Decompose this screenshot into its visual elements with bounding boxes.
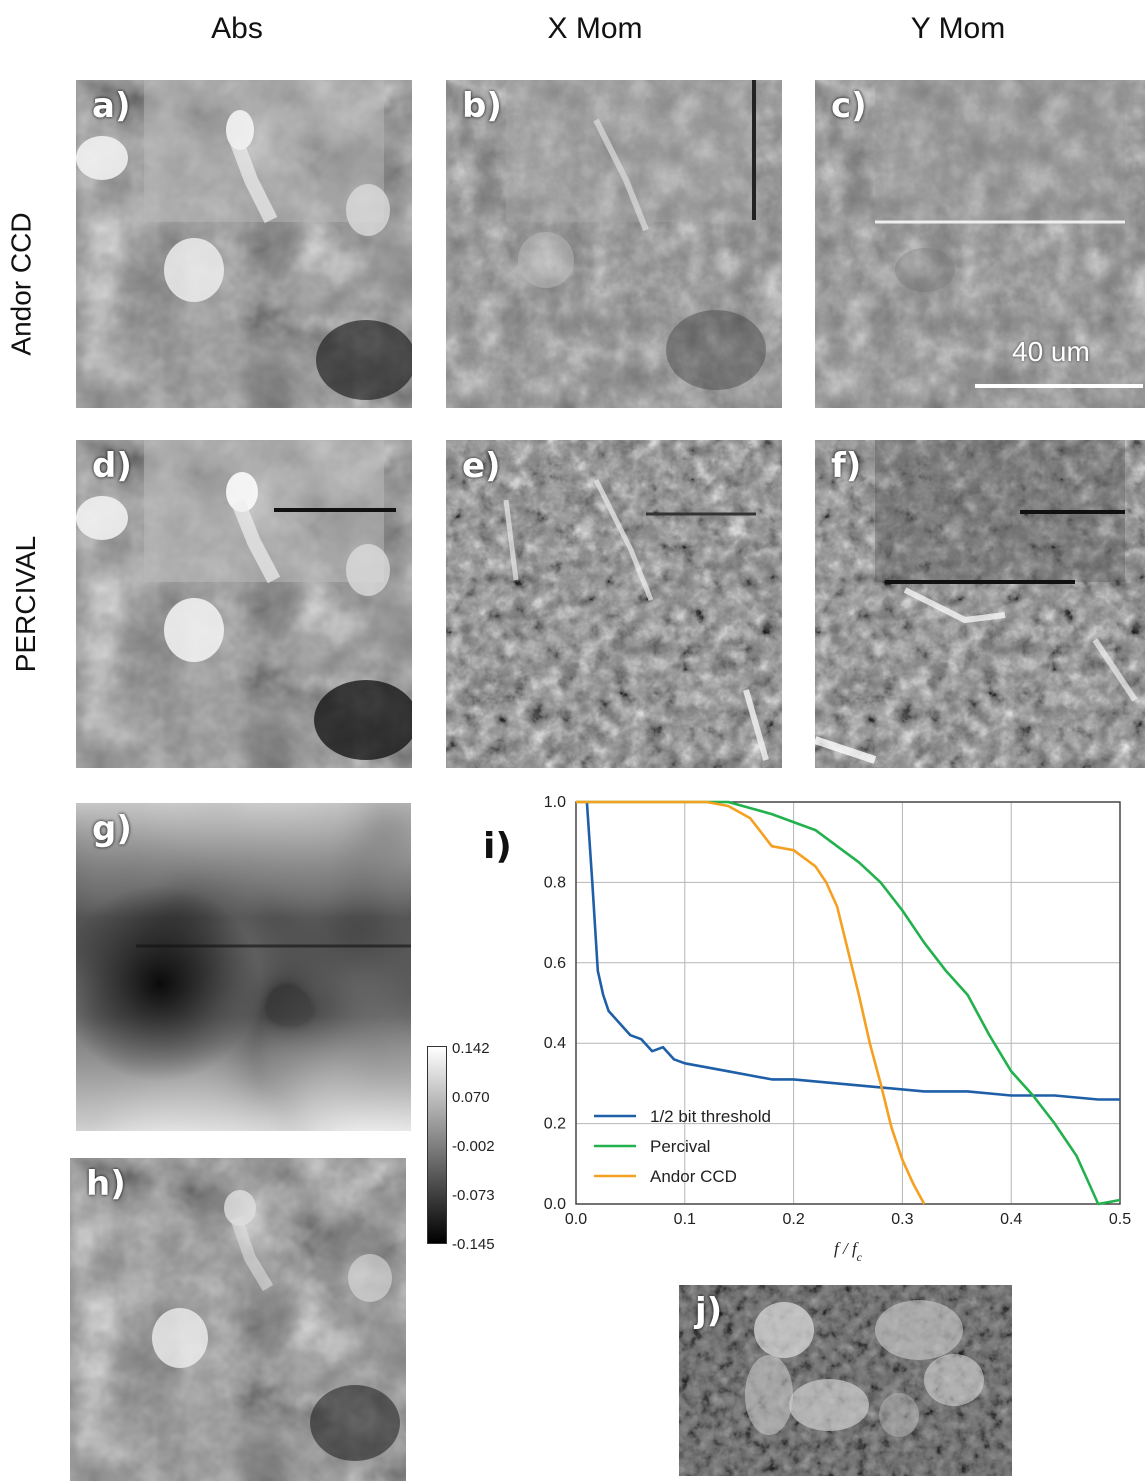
colorbar-tick-0: 0.142: [452, 1040, 490, 1057]
panel-label-j: j): [695, 1291, 723, 1331]
x-tick-label: 0.3: [891, 1211, 913, 1228]
series-line-andor-ccd: [576, 800, 926, 1205]
x-tick-label: 0.2: [782, 1211, 804, 1228]
panel-a-andor-abs: a): [76, 80, 412, 408]
row-heading-percival-text: PERCIVAL: [10, 535, 42, 673]
series-line-percival: [576, 800, 1121, 1206]
panel-label-h: h): [86, 1164, 126, 1204]
panel-d-percival-abs: d): [76, 440, 412, 768]
x-tick-label: 0.0: [565, 1211, 587, 1228]
y-tick-label: 0.0: [544, 1196, 566, 1213]
plot-frame-border: [575, 801, 1121, 1205]
panel-h-corrected-map: h): [70, 1158, 406, 1481]
row-heading-percival: PERCIVAL: [0, 536, 60, 672]
scalebar: [975, 384, 1143, 388]
panel-label-a: a): [92, 86, 131, 126]
y-tick-label: 1.0: [544, 794, 566, 811]
column-heading-x-mom: X Mom: [547, 12, 643, 45]
column-heading-y-mom: Y Mom: [910, 12, 1006, 45]
panel-e-percival-xmom: e): [446, 440, 782, 768]
y-tick-label: 0.4: [544, 1035, 566, 1052]
series-line-1-2-bit-threshold: [585, 801, 1120, 1101]
x-axis-label: f / fc: [834, 1239, 863, 1264]
y-tick-label: 0.6: [544, 955, 566, 972]
panel-label-g: g): [92, 809, 132, 849]
panel-a-image: [76, 80, 412, 408]
row-heading-andor-ccd-text: Andor CCD: [5, 212, 37, 356]
colorbar-tick-3: -0.073: [452, 1187, 495, 1204]
panel-label-d: d): [92, 446, 132, 486]
panel-c-image: [815, 80, 1145, 408]
panel-label-b: b): [462, 86, 502, 126]
panel-b-image: [446, 80, 782, 408]
column-heading-abs: Abs: [211, 12, 263, 45]
row-heading-andor-ccd: Andor CCD: [0, 212, 60, 355]
panel-d-image: [76, 440, 412, 768]
y-tick-label: 0.8: [544, 874, 566, 891]
legend-label: Andor CCD: [650, 1167, 737, 1186]
x-tick-label: 0.5: [1109, 1211, 1131, 1228]
panel-h-image: [70, 1158, 406, 1481]
panel-c-andor-ymom: c) 40 um: [815, 80, 1145, 408]
panel-b-andor-xmom: b): [446, 80, 782, 408]
colorbar-tick-2: -0.002: [452, 1138, 495, 1155]
legend-label: 1/2 bit threshold: [650, 1107, 771, 1126]
panel-label-i: i): [483, 826, 512, 867]
panel-label-f: f): [831, 446, 862, 486]
panel-g-smooth-map: g): [76, 803, 411, 1131]
panel-j-difference-map: j): [679, 1285, 1012, 1476]
panel-j-image: [679, 1285, 1012, 1476]
panel-e-image: [446, 440, 782, 768]
panel-label-e: e): [462, 446, 501, 486]
colorbar-tick-4: -0.145: [452, 1236, 495, 1253]
plot-frame: [575, 801, 1121, 1205]
panel-f-image: [815, 440, 1145, 768]
scalebar-label: 40 um: [1012, 336, 1090, 367]
colorbar-tick-1: 0.070: [452, 1089, 490, 1106]
colorbar: [427, 1046, 447, 1244]
frc-chart-svg: 0.0 0.1 0.2 0.3 0.4 0.5 0.0 0.2 0.4 0.6 0.8 1.0 1/2 …: [544, 794, 1131, 1264]
x-tick-label: 0.4: [1000, 1211, 1022, 1228]
legend-label: Percival: [650, 1137, 710, 1156]
panel-f-percival-ymom: f): [815, 440, 1145, 768]
x-tick-label: 0.1: [674, 1211, 696, 1228]
frc-chart: 0.0 0.1 0.2 0.3 0.4 0.5 0.0 0.2 0.4 0.6 0.8 1.0 1/2 …: [470, 780, 1145, 1280]
y-tick-label: 0.2: [544, 1116, 566, 1133]
panel-g-image: [76, 803, 411, 1131]
panel-label-c: c): [831, 86, 867, 126]
